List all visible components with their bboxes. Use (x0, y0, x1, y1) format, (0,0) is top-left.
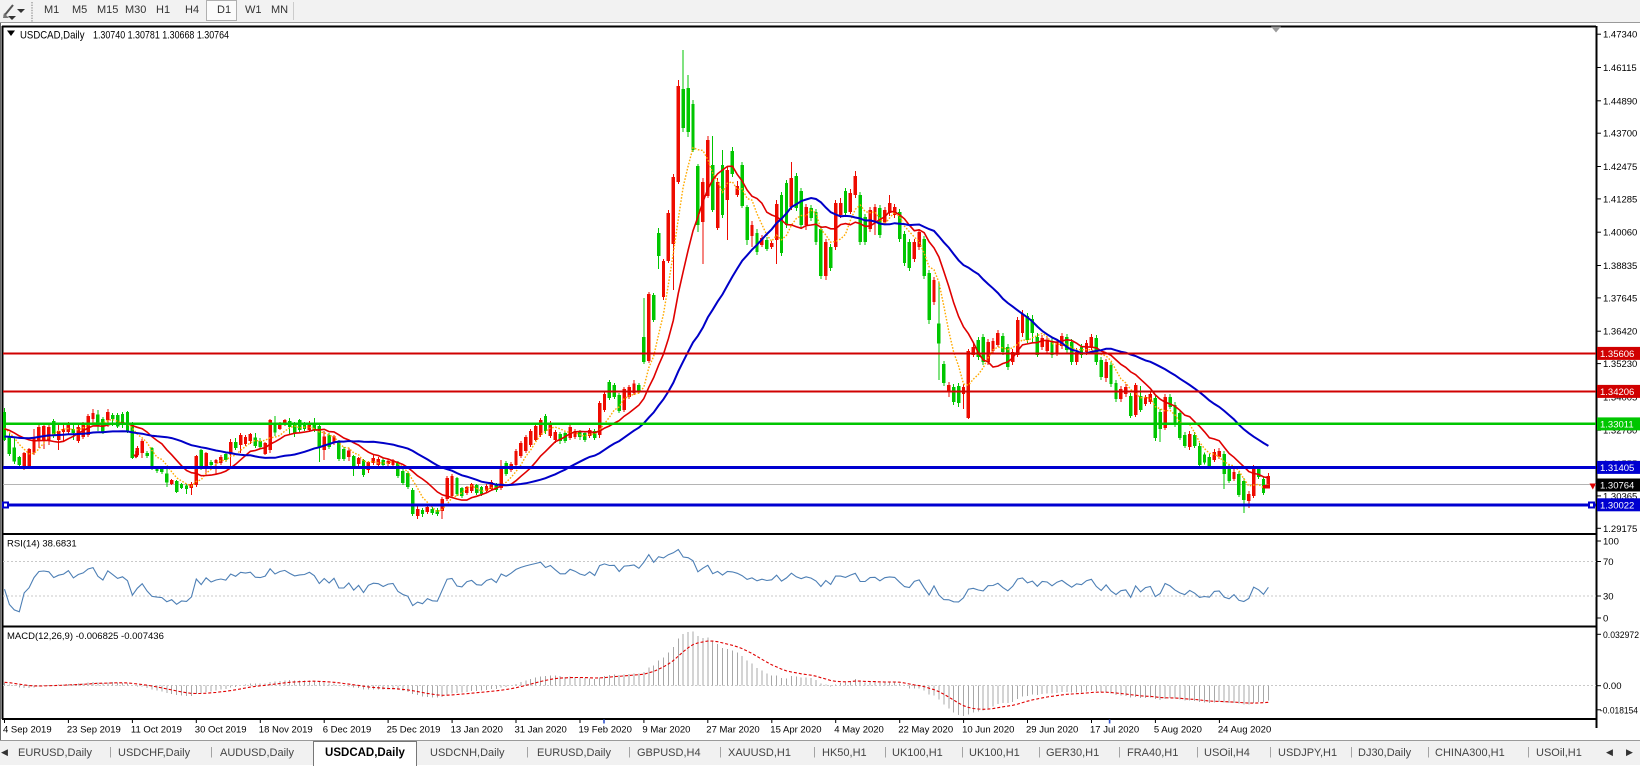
svg-text:10 Jun 2020: 10 Jun 2020 (962, 725, 1014, 736)
svg-text:1.29175: 1.29175 (1603, 524, 1637, 535)
svg-text:29 Jun 2020: 29 Jun 2020 (1026, 725, 1078, 736)
svg-text:4 May 2020: 4 May 2020 (834, 725, 884, 736)
svg-text:1.32780: 1.32780 (1603, 426, 1637, 437)
svg-text:1.33011: 1.33011 (1600, 419, 1634, 430)
svg-text:11 Oct 2019: 11 Oct 2019 (131, 725, 182, 736)
svg-text:31 Jan 2020: 31 Jan 2020 (515, 725, 567, 736)
svg-text:0.00: 0.00 (1603, 681, 1622, 692)
svg-text:-0.018154: -0.018154 (1600, 705, 1638, 716)
svg-text:1.34206: 1.34206 (1600, 387, 1634, 398)
svg-text:1.35606: 1.35606 (1600, 349, 1634, 360)
svg-text:1.30764: 1.30764 (1600, 481, 1634, 492)
svg-text:1.41285: 1.41285 (1603, 194, 1637, 205)
svg-text:1.31405: 1.31405 (1600, 463, 1634, 474)
svg-text:18 Nov 2019: 18 Nov 2019 (259, 725, 313, 736)
svg-text:15 Apr 2020: 15 Apr 2020 (770, 725, 821, 736)
svg-text:1.37645: 1.37645 (1603, 293, 1637, 304)
svg-text:13 Jan 2020: 13 Jan 2020 (451, 725, 503, 736)
svg-text:RSI(14) 38.6831: RSI(14) 38.6831 (7, 539, 77, 550)
svg-text:30 Oct 2019: 30 Oct 2019 (195, 725, 247, 736)
svg-text:1.40060: 1.40060 (1603, 228, 1637, 239)
svg-text:24 Aug 2020: 24 Aug 2020 (1218, 725, 1271, 736)
svg-text:17 Jul 2020: 17 Jul 2020 (1090, 725, 1139, 736)
svg-text:22 May 2020: 22 May 2020 (898, 725, 953, 736)
svg-text:1.47340: 1.47340 (1603, 30, 1637, 41)
svg-text:1.30022: 1.30022 (1600, 500, 1634, 511)
svg-text:25 Dec 2019: 25 Dec 2019 (387, 725, 441, 736)
svg-text:1.43700: 1.43700 (1603, 129, 1637, 140)
svg-text:9 Mar 2020: 9 Mar 2020 (642, 725, 690, 736)
svg-text:0.032972: 0.032972 (1603, 630, 1639, 641)
svg-text:30: 30 (1603, 592, 1614, 603)
svg-text:1.44890: 1.44890 (1603, 96, 1637, 107)
svg-text:70: 70 (1603, 557, 1614, 568)
svg-text:23 Sep 2019: 23 Sep 2019 (67, 725, 121, 736)
svg-text:19 Feb 2020: 19 Feb 2020 (579, 725, 632, 736)
svg-text:1.30365: 1.30365 (1603, 491, 1637, 502)
svg-text:0: 0 (1603, 614, 1608, 625)
svg-text:1.35230: 1.35230 (1603, 359, 1637, 370)
svg-text:1.36420: 1.36420 (1603, 327, 1637, 338)
svg-text:1.42475: 1.42475 (1603, 162, 1637, 173)
svg-text:5 Aug 2020: 5 Aug 2020 (1154, 725, 1202, 736)
svg-text:100: 100 (1603, 537, 1619, 548)
svg-text:1.38835: 1.38835 (1603, 261, 1637, 272)
svg-text:1.46115: 1.46115 (1603, 63, 1637, 74)
svg-text:4 Sep 2019: 4 Sep 2019 (3, 725, 52, 736)
svg-text:MACD(12,26,9) -0.006825 -0.007: MACD(12,26,9) -0.006825 -0.007436 (7, 631, 164, 642)
svg-text:6 Dec 2019: 6 Dec 2019 (323, 725, 372, 736)
svg-text:27 Mar 2020: 27 Mar 2020 (706, 725, 759, 736)
